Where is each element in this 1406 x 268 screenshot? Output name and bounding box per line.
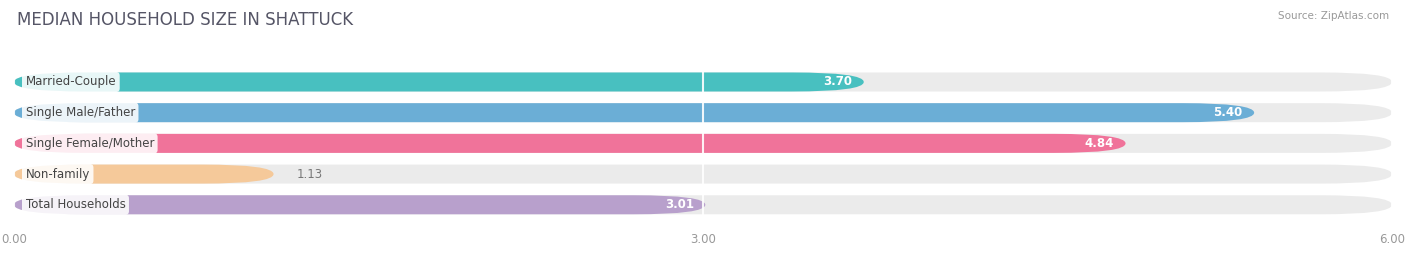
- FancyBboxPatch shape: [14, 134, 1126, 153]
- Text: Married-Couple: Married-Couple: [25, 76, 117, 88]
- FancyBboxPatch shape: [14, 165, 274, 184]
- Text: Single Male/Father: Single Male/Father: [25, 106, 135, 119]
- FancyBboxPatch shape: [14, 195, 706, 214]
- Text: Total Households: Total Households: [25, 198, 125, 211]
- Text: Non-family: Non-family: [25, 168, 90, 181]
- Text: 5.40: 5.40: [1213, 106, 1243, 119]
- Text: 3.01: 3.01: [665, 198, 693, 211]
- Text: MEDIAN HOUSEHOLD SIZE IN SHATTUCK: MEDIAN HOUSEHOLD SIZE IN SHATTUCK: [17, 11, 353, 29]
- FancyBboxPatch shape: [14, 165, 1392, 184]
- Text: 3.70: 3.70: [824, 76, 852, 88]
- Text: Source: ZipAtlas.com: Source: ZipAtlas.com: [1278, 11, 1389, 21]
- Text: 4.84: 4.84: [1084, 137, 1114, 150]
- FancyBboxPatch shape: [14, 72, 863, 91]
- FancyBboxPatch shape: [14, 103, 1254, 122]
- FancyBboxPatch shape: [14, 72, 1392, 91]
- FancyBboxPatch shape: [14, 134, 1392, 153]
- FancyBboxPatch shape: [14, 103, 1392, 122]
- Text: Single Female/Mother: Single Female/Mother: [25, 137, 155, 150]
- Text: 1.13: 1.13: [297, 168, 322, 181]
- FancyBboxPatch shape: [14, 195, 1392, 214]
